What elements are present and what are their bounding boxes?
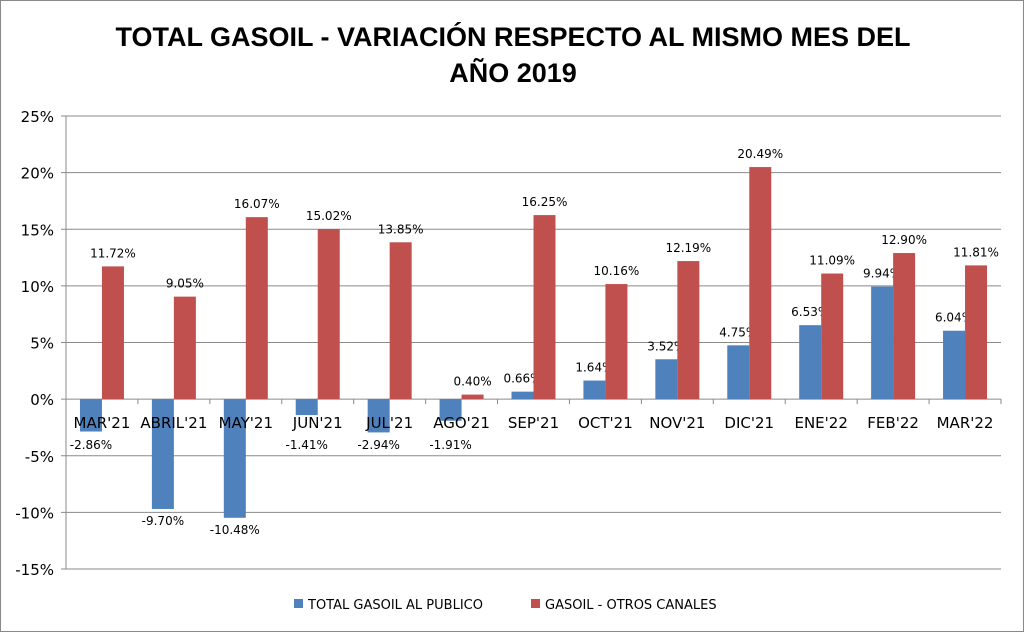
bar-otros-canales (461, 394, 484, 400)
data-label: 4.75% (719, 325, 757, 339)
data-label: 6.04% (935, 311, 973, 325)
x-tick-label: MAR'21 (74, 414, 131, 432)
x-tick-label: JUN'21 (292, 414, 343, 432)
bar-publico (223, 399, 246, 518)
bar-otros-canales (389, 242, 412, 400)
legend-swatch (531, 599, 540, 608)
x-tick-label: FEB'22 (867, 414, 919, 432)
bar-publico (655, 359, 678, 400)
data-label: -1.41% (286, 438, 328, 452)
data-label: 0.40% (454, 375, 492, 389)
data-label: -1.91% (429, 438, 471, 452)
y-tick-label: 0% (30, 391, 54, 409)
y-tick-label: 10% (21, 278, 54, 296)
bar-publico (799, 325, 822, 400)
data-label: 11.72% (90, 246, 136, 260)
y-tick-label: 5% (30, 335, 54, 353)
data-label: 12.19% (665, 241, 711, 255)
bar-publico (439, 399, 462, 421)
legend-label: TOTAL GASOIL AL PUBLICO (307, 598, 483, 613)
x-tick-label: OCT'21 (578, 414, 633, 432)
x-tick-label: JUL'21 (365, 414, 413, 432)
data-label: 3.52% (647, 339, 685, 353)
bar-otros-canales (965, 265, 988, 400)
bar-otros-canales (677, 261, 700, 400)
data-label: 12.90% (881, 233, 927, 247)
data-label: -2.94% (357, 438, 399, 452)
data-label: 6.53% (791, 305, 829, 319)
bar-otros-canales (533, 215, 556, 400)
data-label: 13.85% (378, 222, 424, 236)
x-tick-label: DIC'21 (724, 414, 774, 432)
x-tick-label: SEP'21 (508, 414, 559, 432)
x-tick-label: MAY'21 (219, 414, 273, 432)
data-label: 15.02% (306, 209, 352, 223)
data-label: 16.25% (522, 195, 568, 209)
data-label: 0.66% (503, 372, 541, 386)
y-tick-label: 20% (21, 165, 54, 183)
data-label: -9.70% (142, 514, 184, 528)
bar-publico (79, 399, 102, 432)
data-label: 11.81% (953, 245, 999, 259)
bar-publico (871, 286, 894, 400)
bar-otros-canales (173, 296, 196, 400)
bar-otros-canales (821, 273, 844, 400)
data-label: 1.64% (575, 361, 613, 375)
y-tick-label: 15% (21, 221, 54, 239)
data-label: 9.94% (863, 267, 901, 281)
legend-label: GASOIL - OTROS CANALES (545, 598, 717, 613)
data-label: -10.48% (210, 523, 260, 537)
bar-publico (367, 399, 390, 433)
bar-publico (583, 380, 606, 400)
bar-publico (511, 391, 534, 400)
title-line-2: AÑO 2019 (449, 58, 577, 88)
y-tick-label: -15% (15, 561, 54, 579)
data-label: 20.49% (737, 147, 783, 161)
legend-swatch (294, 599, 303, 608)
data-label: 9.05% (166, 277, 204, 291)
data-label: 11.09% (809, 254, 855, 268)
data-label: 16.07% (234, 197, 280, 211)
x-tick-label: NOV'21 (649, 414, 705, 432)
data-label: -2.86% (70, 438, 112, 452)
bar-publico (943, 330, 966, 400)
bar-otros-canales (605, 284, 628, 400)
bar-otros-canales (101, 266, 124, 400)
bar-publico (727, 345, 750, 400)
y-tick-label: -5% (25, 448, 54, 466)
bar-publico (295, 399, 318, 416)
bar-otros-canales (317, 229, 340, 400)
y-tick-label: 25% (21, 108, 54, 126)
chart-title: TOTAL GASOIL - VARIACIÓN RESPECTO AL MIS… (1, 19, 1023, 91)
x-tick-label: ABRIL'21 (140, 414, 207, 432)
bar-otros-canales (245, 217, 268, 400)
bar-otros-canales (749, 167, 772, 400)
x-tick-label: ENE'22 (794, 414, 847, 432)
y-tick-label: -10% (15, 504, 54, 522)
bar-otros-canales (893, 253, 916, 400)
x-tick-label: MAR'22 (937, 414, 994, 432)
title-line-1: TOTAL GASOIL - VARIACIÓN RESPECTO AL MIS… (115, 22, 911, 52)
x-tick-label: AGO'21 (433, 414, 490, 432)
data-label: 10.16% (594, 264, 640, 278)
bar-publico (151, 399, 174, 509)
